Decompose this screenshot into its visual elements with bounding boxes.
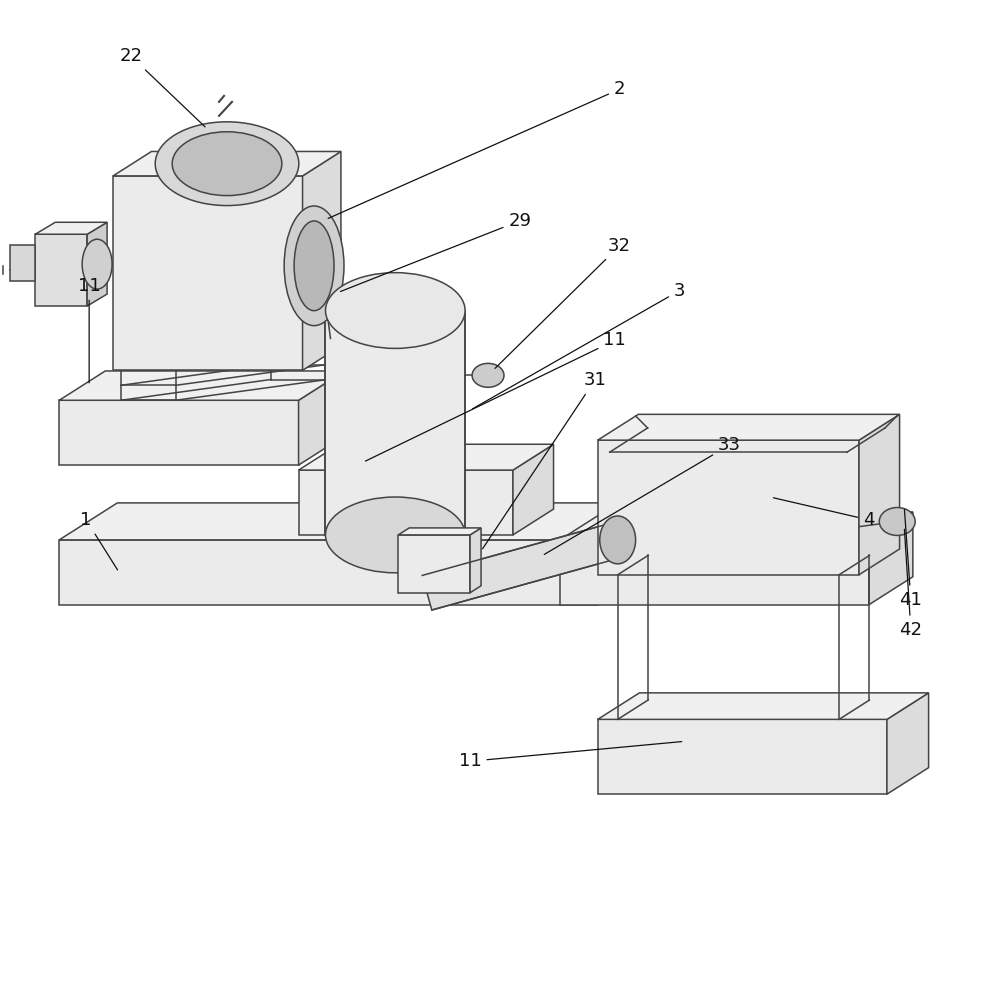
Polygon shape: [113, 152, 341, 176]
Polygon shape: [10, 245, 35, 280]
Polygon shape: [598, 693, 929, 720]
Polygon shape: [35, 223, 107, 235]
Ellipse shape: [325, 497, 465, 573]
Polygon shape: [325, 310, 465, 535]
Polygon shape: [470, 528, 481, 593]
Polygon shape: [398, 535, 470, 593]
Polygon shape: [598, 414, 900, 440]
Text: 41: 41: [899, 509, 922, 609]
Polygon shape: [560, 512, 913, 540]
Text: 22: 22: [120, 47, 205, 127]
Ellipse shape: [82, 240, 112, 289]
Ellipse shape: [600, 516, 636, 564]
Polygon shape: [87, 223, 107, 306]
Ellipse shape: [879, 508, 915, 536]
Ellipse shape: [472, 363, 504, 387]
Text: 32: 32: [495, 237, 631, 368]
Polygon shape: [859, 414, 900, 575]
Polygon shape: [422, 523, 622, 610]
Text: 33: 33: [544, 436, 741, 555]
Polygon shape: [598, 720, 887, 794]
Polygon shape: [398, 528, 481, 535]
Text: 1: 1: [80, 511, 118, 570]
Polygon shape: [598, 440, 859, 575]
Ellipse shape: [172, 132, 282, 196]
Text: 42: 42: [899, 529, 922, 639]
Ellipse shape: [284, 206, 344, 325]
Text: 11: 11: [459, 742, 682, 770]
Polygon shape: [299, 470, 513, 535]
Text: 2: 2: [328, 80, 625, 219]
Polygon shape: [59, 540, 598, 605]
Polygon shape: [59, 371, 345, 400]
Polygon shape: [299, 371, 345, 465]
Text: 29: 29: [340, 212, 531, 291]
Text: 11: 11: [78, 276, 101, 383]
Text: 4: 4: [773, 498, 875, 529]
Ellipse shape: [155, 122, 299, 206]
Polygon shape: [113, 176, 303, 370]
Polygon shape: [59, 503, 656, 540]
Polygon shape: [869, 512, 913, 605]
Polygon shape: [513, 444, 554, 535]
Ellipse shape: [294, 221, 334, 310]
Polygon shape: [299, 444, 554, 470]
Polygon shape: [59, 400, 299, 465]
Text: 31: 31: [483, 371, 606, 549]
Polygon shape: [887, 693, 929, 794]
Polygon shape: [560, 540, 869, 605]
Polygon shape: [318, 280, 330, 338]
Text: 11: 11: [365, 331, 626, 461]
Ellipse shape: [325, 272, 465, 348]
Polygon shape: [303, 152, 341, 370]
Text: 3: 3: [472, 281, 685, 409]
Polygon shape: [35, 235, 87, 306]
Polygon shape: [598, 503, 656, 605]
